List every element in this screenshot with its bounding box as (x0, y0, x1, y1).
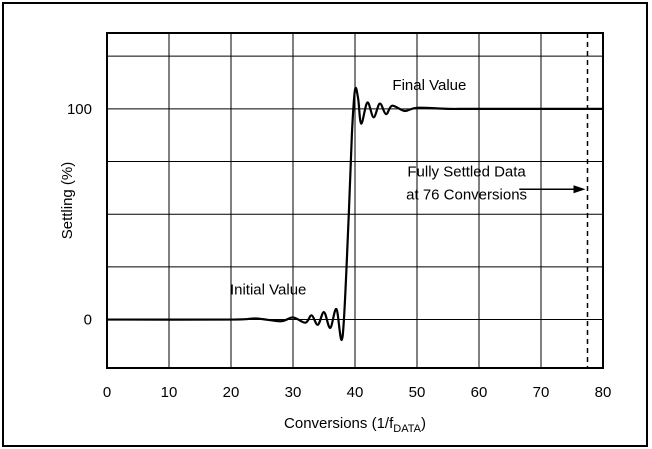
x-tick-label: 50 (409, 384, 426, 401)
y-tick-label: 100 (67, 101, 92, 118)
annotation-label: Initial Value (230, 281, 306, 298)
annotation-label: at 76 Conversions (406, 186, 527, 203)
x-axis-label-subscript: DATA (393, 423, 421, 435)
plot-area (106, 32, 604, 369)
x-tick-label: 80 (595, 384, 612, 401)
y-tick-labels: 0 100 (67, 101, 92, 329)
x-tick-label: 0 (103, 384, 111, 401)
annotations: Final Value Initial Value Fully Settled Da… (230, 77, 527, 298)
grid-lines (107, 33, 603, 368)
x-axis-label-main: Conversions (1/f (284, 415, 394, 432)
annotation-label: Fully Settled Data (407, 163, 526, 180)
fully-settled-arrow-head (573, 185, 586, 194)
x-tick-label: 60 (471, 384, 488, 401)
annotation-label: Final Value (392, 77, 466, 94)
x-tick-label: 40 (347, 384, 364, 401)
x-tick-label: 20 (223, 384, 240, 401)
y-tick-label: 0 (84, 312, 92, 329)
y-axis-label: Settling (%) (59, 162, 76, 240)
x-tick-label: 30 (285, 384, 302, 401)
x-tick-label: 70 (533, 384, 550, 401)
x-axis-label-tail: ) (421, 415, 426, 432)
x-tick-labels: 0 10 20 30 40 50 60 70 80 (103, 384, 612, 401)
settling-curve (106, 86, 603, 341)
x-axis-label: Conversions (1/fDATA) (284, 415, 426, 435)
x-tick-label: 10 (161, 384, 178, 401)
